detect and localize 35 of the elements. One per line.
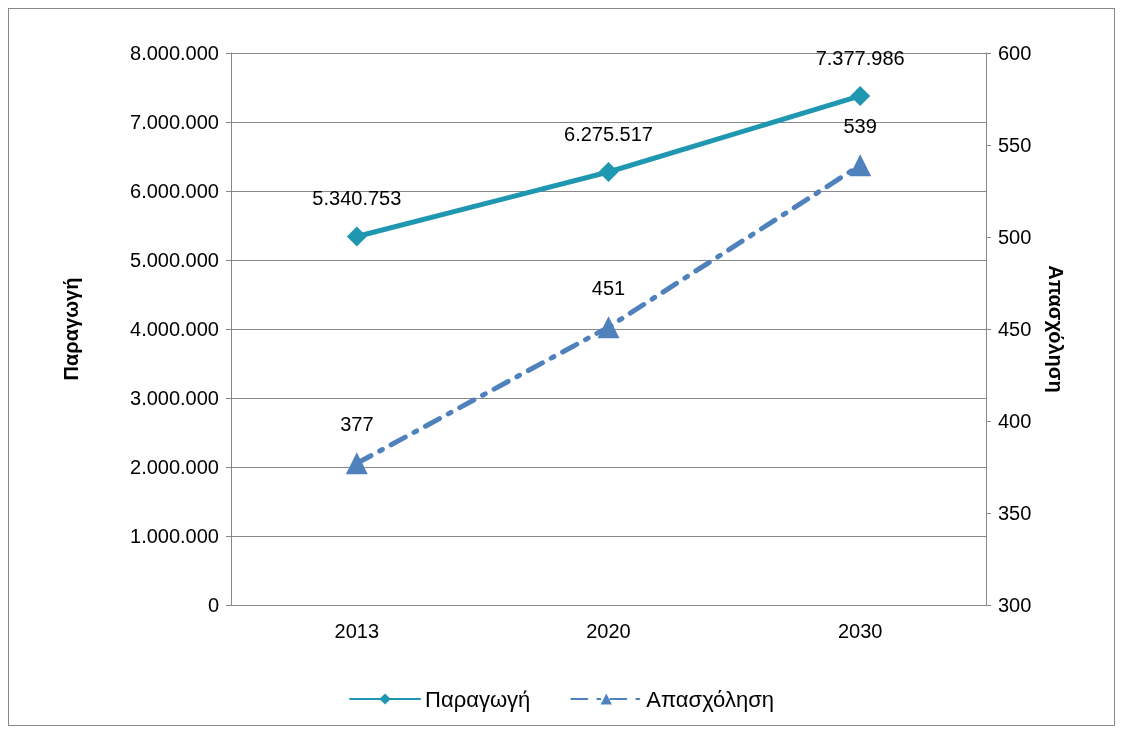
y-tick-label: 3.000.000 bbox=[130, 387, 219, 409]
y2-tick-label: 500 bbox=[998, 226, 1032, 248]
y-axis-title: Παραγωγή bbox=[60, 277, 82, 381]
y2-tick-label: 600 bbox=[998, 42, 1032, 64]
data-label: 6.275.517 bbox=[564, 122, 653, 145]
legend-label: Παραγωγή bbox=[425, 686, 531, 712]
x-tick-label: 2030 bbox=[837, 620, 883, 642]
y2-tick-label: 400 bbox=[998, 410, 1032, 432]
y-tick-label: 7.000.000 bbox=[130, 111, 219, 133]
point bbox=[598, 161, 619, 182]
data-label: 5.340.753 bbox=[312, 187, 402, 210]
y-tick-label: 2.000.000 bbox=[130, 456, 219, 478]
point bbox=[597, 316, 620, 339]
point bbox=[849, 154, 872, 177]
data-label: 451 bbox=[591, 277, 626, 300]
data-label: 7.377.986 bbox=[815, 46, 905, 69]
y2-tick-label: 300 bbox=[998, 594, 1032, 616]
x-tick-label: 2013 bbox=[334, 620, 380, 642]
y-tick-label: 4.000.000 bbox=[130, 318, 219, 340]
data-label: 539 bbox=[843, 115, 877, 138]
point bbox=[345, 452, 368, 475]
y-tick-label: 1.000.000 bbox=[130, 525, 219, 547]
y2-tick-label: 550 bbox=[998, 134, 1032, 156]
point bbox=[346, 226, 367, 247]
point bbox=[850, 85, 871, 106]
y-tick-label: 8.000.000 bbox=[130, 42, 219, 64]
y-tick-label: 6.000.000 bbox=[130, 180, 219, 202]
y2-tick-label: 350 bbox=[998, 502, 1032, 524]
x-tick-label: 2020 bbox=[586, 620, 631, 642]
data-label: 377 bbox=[340, 413, 374, 436]
legend-label: Απασχόληση bbox=[646, 686, 774, 712]
y2-tick-label: 450 bbox=[998, 318, 1032, 340]
y-tick-label: 0 bbox=[207, 594, 219, 616]
y2-axis-title: Απασχόληση bbox=[1045, 265, 1067, 393]
y-tick-label: 5.000.000 bbox=[130, 249, 219, 271]
